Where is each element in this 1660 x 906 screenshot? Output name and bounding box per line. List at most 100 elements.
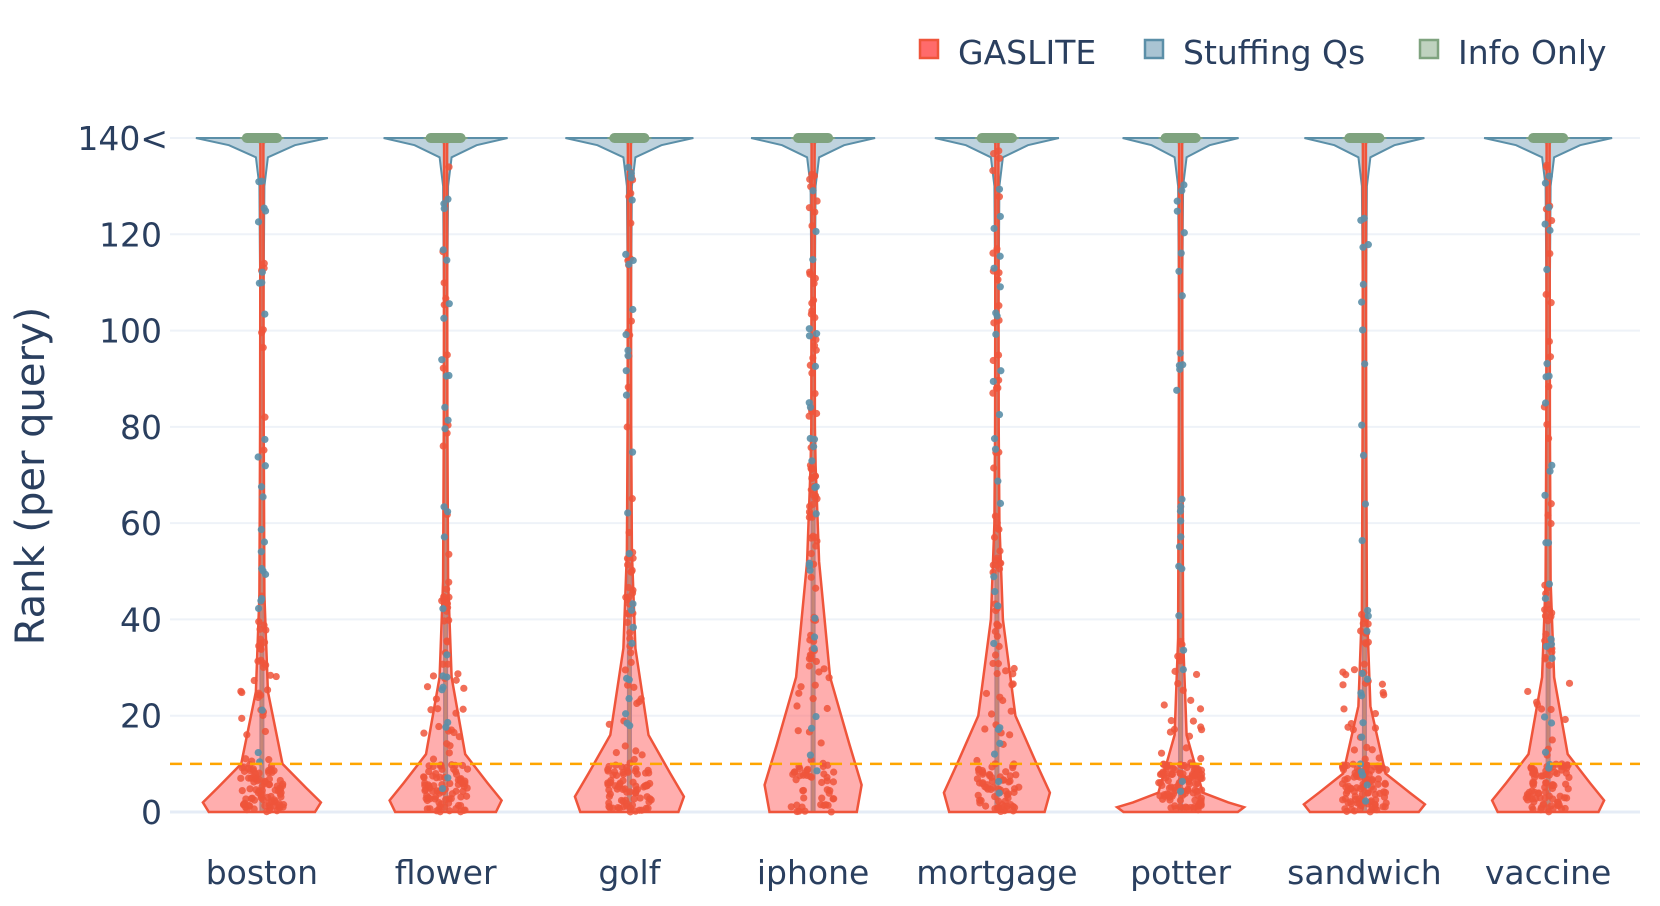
point-gaslite-sandwich bbox=[1368, 777, 1376, 785]
point-gaslite-golf bbox=[625, 528, 633, 537]
point-stuffing-potter bbox=[1175, 543, 1184, 551]
point-stuffing-potter bbox=[1175, 267, 1183, 275]
point-gaslite-mortgage bbox=[988, 777, 997, 785]
point-gaslite-sandwich bbox=[1363, 743, 1371, 751]
point-stuffing-boston bbox=[255, 178, 263, 186]
point-stuffing-iphone bbox=[809, 256, 817, 264]
point-gaslite-flower bbox=[432, 793, 440, 801]
point-gaslite-golf bbox=[624, 583, 633, 592]
point-gaslite-sandwich bbox=[1371, 709, 1380, 718]
point-gaslite-flower bbox=[440, 279, 448, 287]
y-tick-label-60: 60 bbox=[120, 504, 162, 543]
point-gaslite-vaccine bbox=[1532, 770, 1540, 779]
point-gaslite-flower bbox=[445, 163, 453, 171]
point-gaslite-mortgage bbox=[976, 799, 984, 807]
point-gaslite-boston bbox=[279, 801, 288, 809]
point-gaslite-golf bbox=[621, 796, 630, 804]
legend-item-gaslite[interactable]: GASLITE bbox=[918, 33, 1096, 72]
point-gaslite-golf bbox=[626, 629, 634, 637]
point-gaslite-golf bbox=[624, 383, 632, 391]
point-gaslite-golf bbox=[643, 781, 651, 790]
point-gaslite-vaccine bbox=[1545, 383, 1553, 391]
point-gaslite-golf bbox=[623, 423, 631, 431]
point-gaslite-mortgage bbox=[994, 660, 1002, 668]
point-gaslite-iphone bbox=[807, 534, 815, 542]
point-gaslite-flower bbox=[432, 695, 441, 703]
y-tick-label-0: 0 bbox=[141, 793, 162, 832]
point-gaslite-mortgage bbox=[982, 784, 991, 792]
point-gaslite-boston bbox=[238, 787, 246, 795]
point-stuffing-boston bbox=[261, 310, 269, 318]
point-gaslite-vaccine bbox=[1547, 519, 1555, 528]
point-gaslite-potter bbox=[1190, 803, 1198, 811]
point-stuffing-vaccine bbox=[1545, 172, 1553, 180]
point-gaslite-potter bbox=[1198, 786, 1206, 794]
point-gaslite-golf bbox=[611, 782, 619, 790]
point-gaslite-sandwich bbox=[1360, 660, 1368, 668]
x-axis-ticks: boston flower golf iphone mortgage potter sand… bbox=[206, 853, 1612, 892]
point-gaslite-iphone bbox=[809, 491, 817, 499]
legend-item-stuffing-qs[interactable]: Stuffing Qs bbox=[1143, 33, 1365, 72]
point-gaslite-mortgage bbox=[994, 276, 1002, 284]
point-stuffing-vaccine bbox=[1541, 748, 1550, 756]
point-gaslite-boston bbox=[257, 691, 265, 699]
point-gaslite-sandwich bbox=[1371, 724, 1380, 732]
point-gaslite-flower bbox=[455, 733, 463, 741]
point-gaslite-mortgage bbox=[995, 193, 1004, 201]
point-gaslite-iphone bbox=[793, 702, 801, 710]
point-gaslite-boston bbox=[238, 714, 246, 722]
point-gaslite-potter bbox=[1192, 670, 1201, 679]
point-stuffing-boston bbox=[261, 207, 270, 215]
point-stuffing-sandwich bbox=[1359, 243, 1367, 251]
point-gaslite-flower bbox=[448, 790, 456, 798]
point-gaslite-mortgage bbox=[989, 167, 997, 175]
point-gaslite-iphone bbox=[797, 683, 805, 691]
point-stuffing-potter bbox=[1177, 249, 1185, 257]
point-gaslite-boston bbox=[268, 797, 276, 805]
point-stuffing-iphone bbox=[810, 443, 818, 451]
legend[interactable]: GASLITE Stuffing Qs Info Only bbox=[918, 33, 1607, 72]
point-gaslite-sandwich bbox=[1358, 790, 1367, 798]
point-gaslite-flower bbox=[422, 785, 430, 794]
y-tick-label-80: 80 bbox=[120, 408, 162, 447]
point-gaslite-flower bbox=[440, 803, 449, 811]
point-stuffing-iphone bbox=[812, 510, 820, 518]
point-stuffing-potter bbox=[1178, 186, 1186, 195]
point-gaslite-boston bbox=[260, 446, 268, 454]
point-gaslite-golf bbox=[624, 681, 632, 689]
point-stuffing-potter bbox=[1176, 507, 1185, 515]
point-gaslite-mortgage bbox=[995, 269, 1003, 277]
point-stuffing-mortgage bbox=[995, 185, 1004, 193]
point-gaslite-potter bbox=[1197, 794, 1205, 802]
point-gaslite-golf bbox=[637, 695, 645, 703]
point-gaslite-potter bbox=[1160, 701, 1168, 709]
point-gaslite-iphone bbox=[827, 808, 835, 816]
point-gaslite-flower bbox=[452, 709, 460, 717]
point-gaslite-sandwich bbox=[1380, 691, 1388, 699]
point-stuffing-iphone bbox=[809, 187, 817, 195]
point-gaslite-iphone bbox=[811, 472, 820, 480]
point-gaslite-boston bbox=[262, 661, 270, 669]
point-gaslite-vaccine bbox=[1541, 637, 1549, 645]
point-gaslite-potter bbox=[1169, 790, 1178, 798]
point-gaslite-potter bbox=[1196, 705, 1205, 713]
point-gaslite-sandwich bbox=[1341, 805, 1349, 813]
point-stuffing-boston bbox=[260, 538, 269, 546]
y-tick-label-100: 100 bbox=[99, 312, 162, 351]
point-gaslite-potter bbox=[1157, 749, 1166, 757]
point-gaslite-vaccine bbox=[1529, 805, 1537, 813]
point-stuffing-mortgage bbox=[996, 252, 1004, 260]
point-gaslite-potter bbox=[1165, 784, 1174, 792]
point-gaslite-boston bbox=[259, 343, 267, 352]
point-stuffing-potter bbox=[1173, 197, 1181, 205]
point-gaslite-golf bbox=[627, 658, 635, 666]
point-stuffing-mortgage bbox=[991, 445, 1000, 453]
point-stuffing-golf bbox=[629, 600, 637, 608]
point-gaslite-golf bbox=[627, 189, 635, 197]
legend-item-info-only[interactable]: Info Only bbox=[1418, 33, 1607, 72]
point-gaslite-boston bbox=[255, 618, 263, 626]
point-gaslite-mortgage bbox=[995, 302, 1003, 310]
point-gaslite-mortgage bbox=[1006, 777, 1014, 785]
point-gaslite-boston bbox=[247, 795, 255, 803]
